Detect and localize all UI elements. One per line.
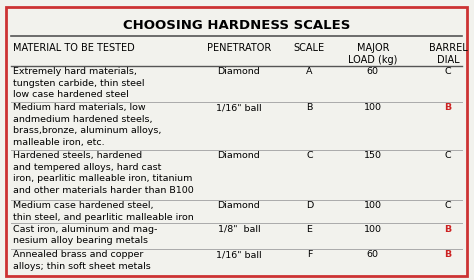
Text: Hardened steels, hardened
and tempered alloys, hard cast
iron, pearlitic malleab: Hardened steels, hardened and tempered a… bbox=[13, 151, 194, 195]
Text: F: F bbox=[307, 250, 312, 259]
Text: MATERIAL TO BE TESTED: MATERIAL TO BE TESTED bbox=[13, 43, 135, 53]
Text: A: A bbox=[306, 67, 313, 76]
Text: Medium hard materials, low
andmedium hardened steels,
brass,bronze, aluminum all: Medium hard materials, low andmedium har… bbox=[13, 103, 162, 147]
Text: Medium case hardened steel,
thin steel, and pearlitic malleable iron: Medium case hardened steel, thin steel, … bbox=[13, 201, 194, 222]
Text: C: C bbox=[306, 151, 313, 160]
Text: CHOOSING HARDNESS SCALES: CHOOSING HARDNESS SCALES bbox=[123, 19, 350, 32]
Text: 60: 60 bbox=[367, 67, 379, 76]
Text: 1/8"  ball: 1/8" ball bbox=[218, 225, 260, 234]
Text: B: B bbox=[445, 225, 452, 234]
Text: PENETRATOR: PENETRATOR bbox=[207, 43, 271, 53]
Text: D: D bbox=[306, 201, 313, 210]
Text: 1/16" ball: 1/16" ball bbox=[216, 250, 262, 259]
Text: Diamond: Diamond bbox=[218, 201, 260, 210]
Text: Annealed brass and copper
alloys; thin soft sheet metals: Annealed brass and copper alloys; thin s… bbox=[13, 250, 151, 271]
Text: 60: 60 bbox=[367, 250, 379, 259]
Text: Diamond: Diamond bbox=[218, 151, 260, 160]
Text: C: C bbox=[445, 151, 451, 160]
Text: 1/16" ball: 1/16" ball bbox=[216, 103, 262, 112]
Text: 100: 100 bbox=[364, 103, 382, 112]
Text: C: C bbox=[445, 201, 451, 210]
Text: Diamond: Diamond bbox=[218, 67, 260, 76]
Text: BARREL
DIAL: BARREL DIAL bbox=[428, 43, 467, 65]
Text: B: B bbox=[445, 250, 452, 259]
Text: 100: 100 bbox=[364, 225, 382, 234]
Text: C: C bbox=[445, 67, 451, 76]
Text: 100: 100 bbox=[364, 201, 382, 210]
FancyBboxPatch shape bbox=[6, 7, 467, 276]
Text: B: B bbox=[306, 103, 312, 112]
Text: MAJOR
LOAD (kg): MAJOR LOAD (kg) bbox=[348, 43, 398, 65]
Text: Cast iron, aluminum and mag-
nesium alloy bearing metals: Cast iron, aluminum and mag- nesium allo… bbox=[13, 225, 157, 245]
Text: 150: 150 bbox=[364, 151, 382, 160]
Text: B: B bbox=[445, 103, 452, 112]
Text: SCALE: SCALE bbox=[294, 43, 325, 53]
Text: E: E bbox=[307, 225, 312, 234]
Text: Extremely hard materials,
tungsten carbide, thin steel
low case hardened steel: Extremely hard materials, tungsten carbi… bbox=[13, 67, 145, 99]
